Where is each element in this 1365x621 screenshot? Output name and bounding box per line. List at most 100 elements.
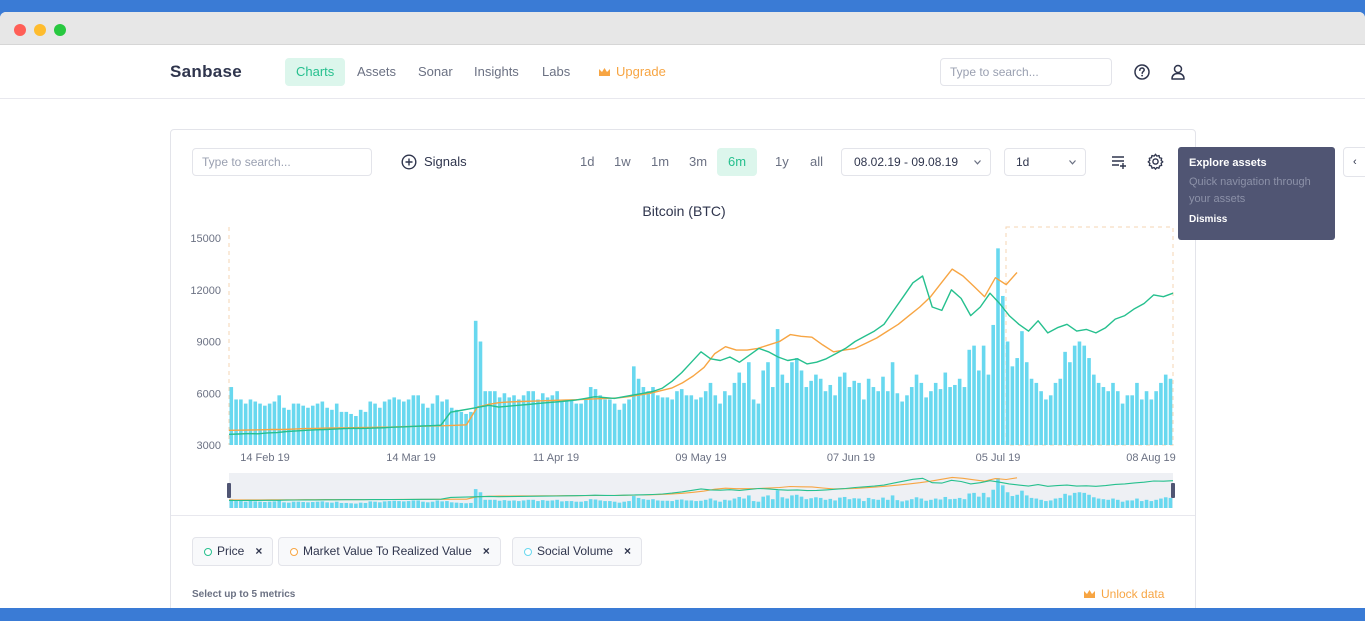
nav-insights[interactable]: Insights <box>474 64 519 79</box>
settings-icon[interactable] <box>1147 153 1164 170</box>
minimize-window-button[interactable] <box>34 24 46 36</box>
social-volume-bar <box>239 399 243 445</box>
metric-chip-price[interactable]: Price × <box>192 537 274 566</box>
nav-upgrade[interactable]: Upgrade <box>588 58 677 86</box>
navigator-bar <box>794 494 799 508</box>
navigator-bar <box>459 502 464 508</box>
metric-chip-label: Price <box>217 544 245 558</box>
user-icon[interactable] <box>1169 63 1187 81</box>
navigator-bar <box>502 500 507 508</box>
navigator-bar <box>612 501 617 508</box>
navigator-bar <box>1053 498 1058 508</box>
signals-button[interactable]: Signals <box>401 148 467 176</box>
add-to-list-icon[interactable] <box>1111 154 1127 170</box>
social-volume-bar <box>770 387 775 445</box>
navigator-bar <box>320 501 325 508</box>
sidebar-toggle[interactable]: ‹ <box>1343 147 1365 177</box>
date-range-picker[interactable]: 08.02.19 - 09.08.19 <box>841 148 991 176</box>
y-tick-label: 6000 <box>197 388 221 400</box>
navigator-bar <box>900 501 904 508</box>
social-volume-bar <box>977 370 981 445</box>
maximize-window-button[interactable] <box>54 24 66 36</box>
upgrade-label: Upgrade <box>616 64 666 79</box>
social-volume-bar <box>1005 341 1010 445</box>
top-navbar: Sanbase Charts Assets Sonar Insights Lab… <box>0 45 1365 99</box>
asset-search-input[interactable]: Type to search... <box>192 148 372 176</box>
social-volume-bar <box>493 391 497 445</box>
navigator-bar <box>229 499 234 508</box>
navigator-bar <box>555 499 559 508</box>
navigator-bar <box>521 500 526 508</box>
social-volume-bar <box>282 407 286 445</box>
remove-metric-icon[interactable]: × <box>624 544 632 558</box>
navigator-bar <box>838 497 842 508</box>
navigator-bar <box>780 497 785 508</box>
navigator-bar <box>243 501 248 508</box>
global-search-input[interactable]: Type to search... <box>940 58 1112 86</box>
tooltip-title: Explore assets <box>1189 157 1267 169</box>
period-1w[interactable]: 1w <box>614 154 631 169</box>
navigator-handle-left[interactable] <box>227 483 231 498</box>
remove-metric-icon[interactable]: × <box>482 544 490 558</box>
remove-metric-icon[interactable]: × <box>255 544 263 558</box>
social-volume-bar <box>1029 378 1034 445</box>
dismiss-button[interactable]: Dismiss <box>1189 214 1228 225</box>
navigator-bar <box>1115 499 1120 508</box>
metric-chip-mvrv[interactable]: Market Value To Realized Value × <box>278 537 501 566</box>
navigator-handle-right[interactable] <box>1171 483 1175 498</box>
social-volume-bar <box>689 395 694 445</box>
navigator-bar <box>991 489 996 508</box>
social-volume-bar <box>1149 399 1154 445</box>
period-1d[interactable]: 1d <box>580 154 595 169</box>
period-3m[interactable]: 3m <box>689 154 708 169</box>
navigator-bar <box>445 501 449 508</box>
nav-labs[interactable]: Labs <box>542 64 571 79</box>
nav-sonar[interactable]: Sonar <box>418 64 453 79</box>
navigator-bar <box>876 499 880 508</box>
social-volume-bar <box>838 376 842 445</box>
period-all[interactable]: all <box>810 154 824 169</box>
navigator-bar <box>967 493 972 508</box>
period-1m[interactable]: 1m <box>651 154 670 169</box>
navigator-bar <box>1092 497 1096 508</box>
close-window-button[interactable] <box>14 24 26 36</box>
navigator-bar <box>493 499 497 508</box>
logo[interactable]: Sanbase <box>170 62 243 81</box>
navigator-bar <box>272 501 277 508</box>
social-volume-bar <box>909 387 914 445</box>
social-volume-bar <box>794 358 799 445</box>
navigator-bar <box>392 500 397 508</box>
social-volume-bar <box>1077 341 1082 445</box>
y-tick-label: 3000 <box>197 440 221 452</box>
social-volume-bar <box>502 393 507 445</box>
social-volume-bar <box>315 403 320 445</box>
social-volume-bar <box>540 393 545 445</box>
period-1y[interactable]: 1y <box>775 154 789 169</box>
navigator-bar <box>761 496 765 508</box>
unlock-data-link[interactable]: Unlock data <box>1084 587 1164 601</box>
navigator-bar <box>713 500 718 508</box>
social-volume-bar <box>818 378 823 445</box>
price-chart[interactable]: 15000 12000 9000 6000 3000 14 Feb 19 14 Mar 19… <box>171 130 1197 515</box>
navigator-bar <box>775 490 780 508</box>
social-volume-bar <box>857 382 861 445</box>
social-volume-bar <box>919 382 924 445</box>
navigator-bar <box>1010 496 1015 508</box>
period-6m[interactable]: 6m <box>717 148 758 176</box>
interval-select[interactable]: 1d <box>1004 148 1086 176</box>
navigator-bar <box>579 501 583 508</box>
metric-chip-social-volume[interactable]: Social Volume × <box>512 537 643 566</box>
navigator-bar <box>718 501 722 508</box>
social-volume-bar <box>382 401 387 445</box>
social-volume-bar <box>833 395 837 445</box>
nav-charts[interactable]: Charts <box>285 58 346 86</box>
social-volume-bar <box>1115 391 1120 445</box>
social-volume-bar <box>531 391 535 445</box>
help-icon[interactable] <box>1133 63 1151 81</box>
navigator-bar <box>708 498 713 508</box>
nav-assets[interactable]: Assets <box>357 64 397 79</box>
social-volume-bar <box>775 329 780 445</box>
navigator-bar <box>742 498 746 508</box>
x-tick-label: 05 Jul 19 <box>976 452 1021 464</box>
navigator-bar <box>334 501 339 508</box>
